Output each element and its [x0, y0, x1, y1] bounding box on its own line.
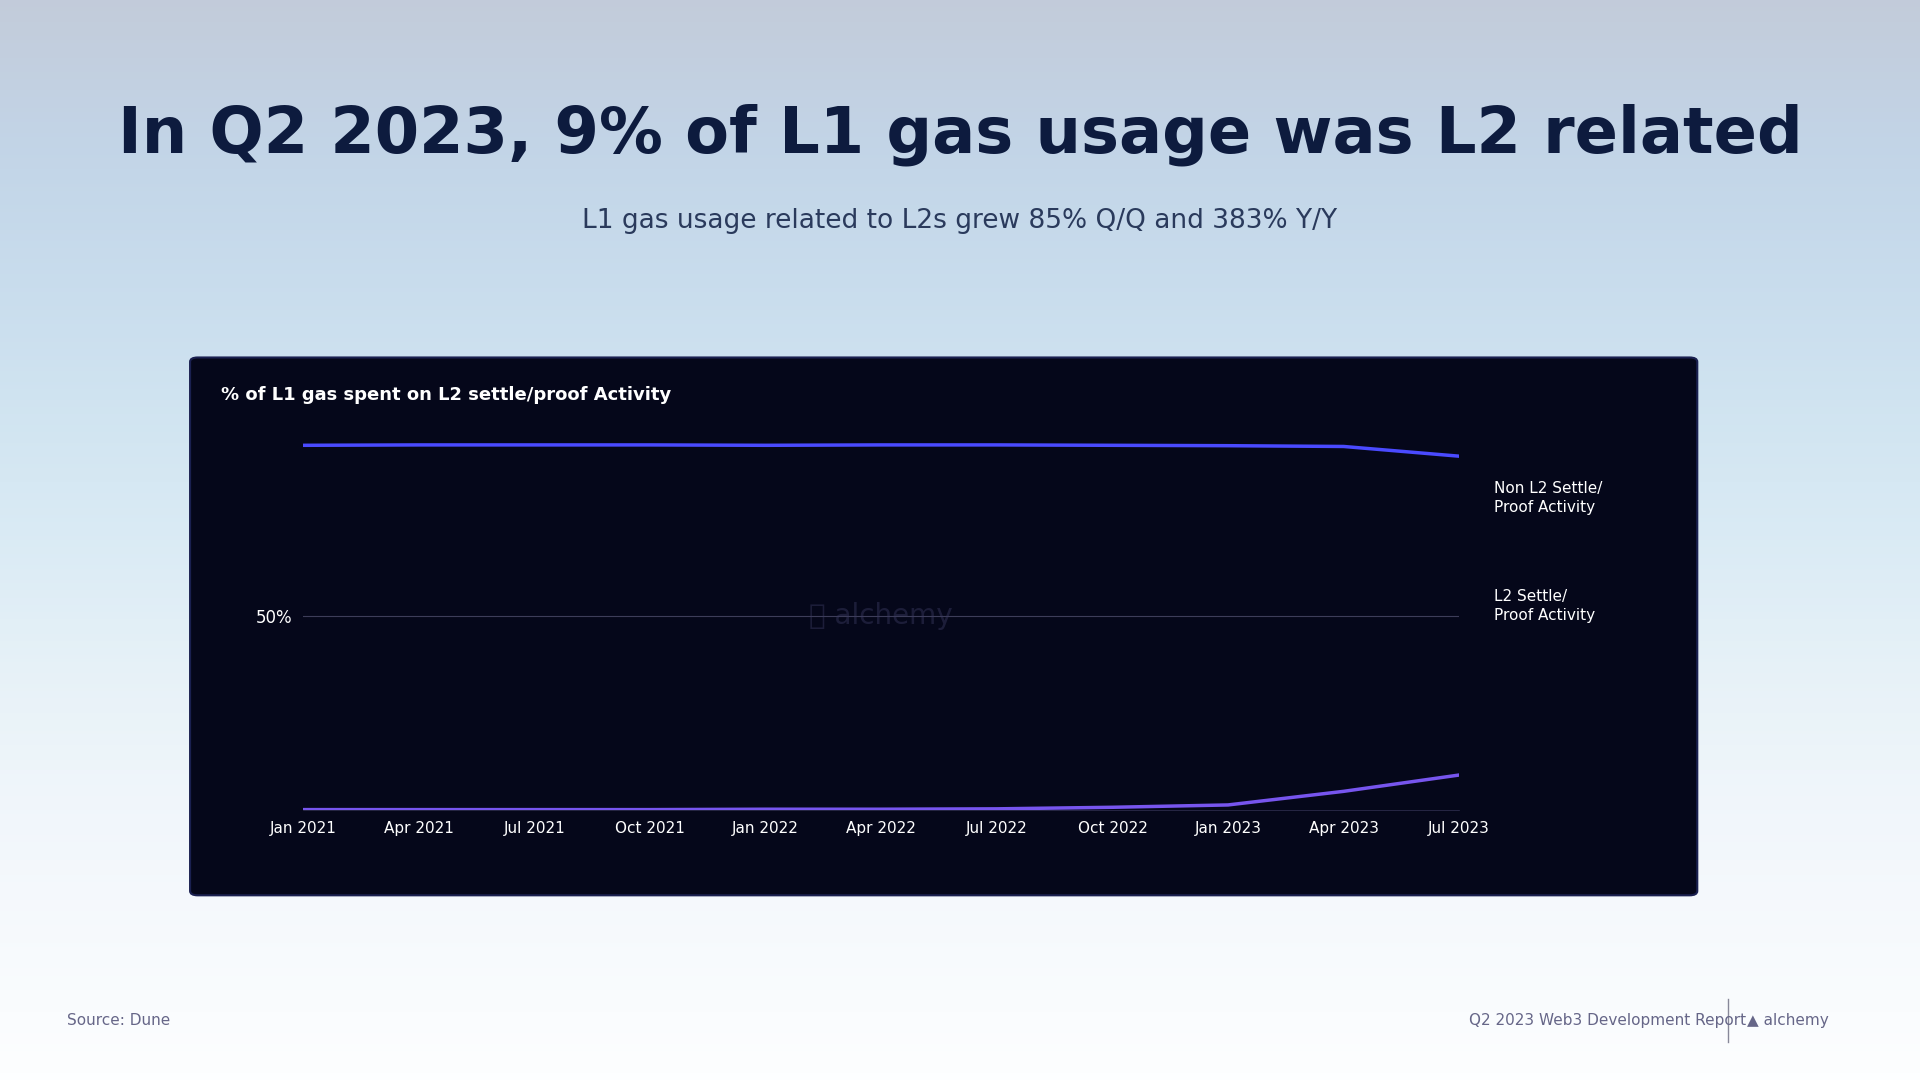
Text: Non L2 Settle/
Proof Activity: Non L2 Settle/ Proof Activity [1494, 481, 1601, 515]
Text: L2 Settle/
Proof Activity: L2 Settle/ Proof Activity [1494, 589, 1596, 623]
Text: L1 gas usage related to L2s grew 85% Q/Q and 383% Y/Y: L1 gas usage related to L2s grew 85% Q/Q… [582, 208, 1338, 234]
Text: ▲ alchemy: ▲ alchemy [1747, 1013, 1830, 1028]
Text: Source: Dune: Source: Dune [67, 1013, 171, 1028]
Text: In Q2 2023, 9% of L1 gas usage was L2 related: In Q2 2023, 9% of L1 gas usage was L2 re… [117, 104, 1803, 166]
Text: Q2 2023 Web3 Development Report: Q2 2023 Web3 Development Report [1469, 1013, 1745, 1028]
Text: ⌗ alchemy: ⌗ alchemy [810, 602, 952, 630]
Text: % of L1 gas spent on L2 settle/proof Activity: % of L1 gas spent on L2 settle/proof Act… [221, 386, 672, 404]
